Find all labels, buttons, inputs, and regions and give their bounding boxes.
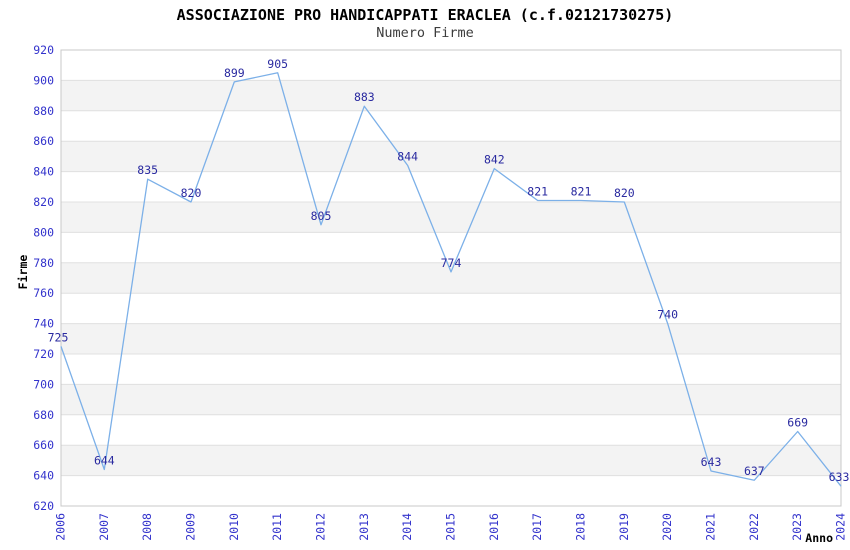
grid-band xyxy=(61,80,841,111)
x-tick-label: 2019 xyxy=(617,513,631,541)
y-tick-label: 740 xyxy=(33,317,54,331)
y-tick-label: 720 xyxy=(33,347,54,361)
x-tick-label: 2024 xyxy=(833,513,847,541)
data-label: 725 xyxy=(48,330,69,344)
grid-band xyxy=(61,202,841,233)
x-tick-label: 2015 xyxy=(443,513,457,541)
grid-band xyxy=(61,141,841,172)
data-label: 644 xyxy=(94,454,115,468)
y-tick-label: 700 xyxy=(33,377,54,391)
x-tick-label: 2008 xyxy=(140,513,154,541)
chart-subtitle: Numero Firme xyxy=(376,25,474,41)
x-tick-label: 2011 xyxy=(270,513,284,541)
y-tick-label: 820 xyxy=(33,195,54,209)
x-tick-label: 2009 xyxy=(183,513,197,541)
y-tick-label: 760 xyxy=(33,286,54,300)
x-tick-label: 2016 xyxy=(487,513,501,541)
y-tick-label: 920 xyxy=(33,43,54,57)
y-tick-label: 660 xyxy=(33,438,54,452)
grid-band xyxy=(61,262,841,294)
data-label: 643 xyxy=(701,455,722,469)
data-label: 820 xyxy=(181,186,202,200)
y-tick-label: 620 xyxy=(33,499,54,513)
y-tick-label: 800 xyxy=(33,225,54,239)
data-label: 805 xyxy=(311,209,332,223)
chart-title: ASSOCIAZIONE PRO HANDICAPPATI ERACLEA (c… xyxy=(176,6,674,24)
grid-band xyxy=(61,323,841,354)
x-tick-label: 2007 xyxy=(97,513,111,541)
x-tick-label: 2020 xyxy=(660,513,674,541)
data-label: 740 xyxy=(657,308,678,322)
x-tick-label: 2006 xyxy=(53,513,67,541)
x-tick-label: 2017 xyxy=(530,513,544,541)
plot-border xyxy=(60,49,842,507)
x-tick-label: 2022 xyxy=(747,513,761,541)
grid-band xyxy=(61,445,841,476)
y-tick-label: 780 xyxy=(33,256,54,270)
y-tick-label: 900 xyxy=(33,73,54,87)
data-label: 899 xyxy=(224,66,245,80)
y-tick-label: 860 xyxy=(33,134,54,148)
data-label: 633 xyxy=(829,470,850,484)
x-tick-label: 2018 xyxy=(573,513,587,541)
y-tick-label: 640 xyxy=(33,469,54,483)
data-label: 820 xyxy=(614,186,635,200)
x-tick-label: 2014 xyxy=(400,513,414,541)
y-axis-title: Firme xyxy=(16,255,30,290)
data-label: 774 xyxy=(441,256,462,270)
data-label: 821 xyxy=(571,184,592,198)
data-label: 844 xyxy=(397,150,418,164)
x-axis-title: Anno xyxy=(805,531,833,545)
data-label: 669 xyxy=(787,416,808,430)
y-tick-label: 680 xyxy=(33,408,54,422)
data-label: 883 xyxy=(354,90,375,104)
x-tick-label: 2021 xyxy=(703,513,717,541)
data-label: 835 xyxy=(137,163,158,177)
grid-band xyxy=(61,384,841,415)
x-tick-label: 2013 xyxy=(357,513,371,541)
data-label: 905 xyxy=(267,57,288,71)
y-tick-label: 840 xyxy=(33,165,54,179)
series-line xyxy=(60,72,842,487)
x-tick-label: 2010 xyxy=(227,513,241,541)
x-tick-label: 2023 xyxy=(790,513,804,541)
data-label: 637 xyxy=(744,464,765,478)
x-tick-label: 2012 xyxy=(313,513,327,541)
data-label: 842 xyxy=(484,153,505,167)
data-label: 821 xyxy=(527,184,548,198)
y-tick-label: 880 xyxy=(33,104,54,118)
